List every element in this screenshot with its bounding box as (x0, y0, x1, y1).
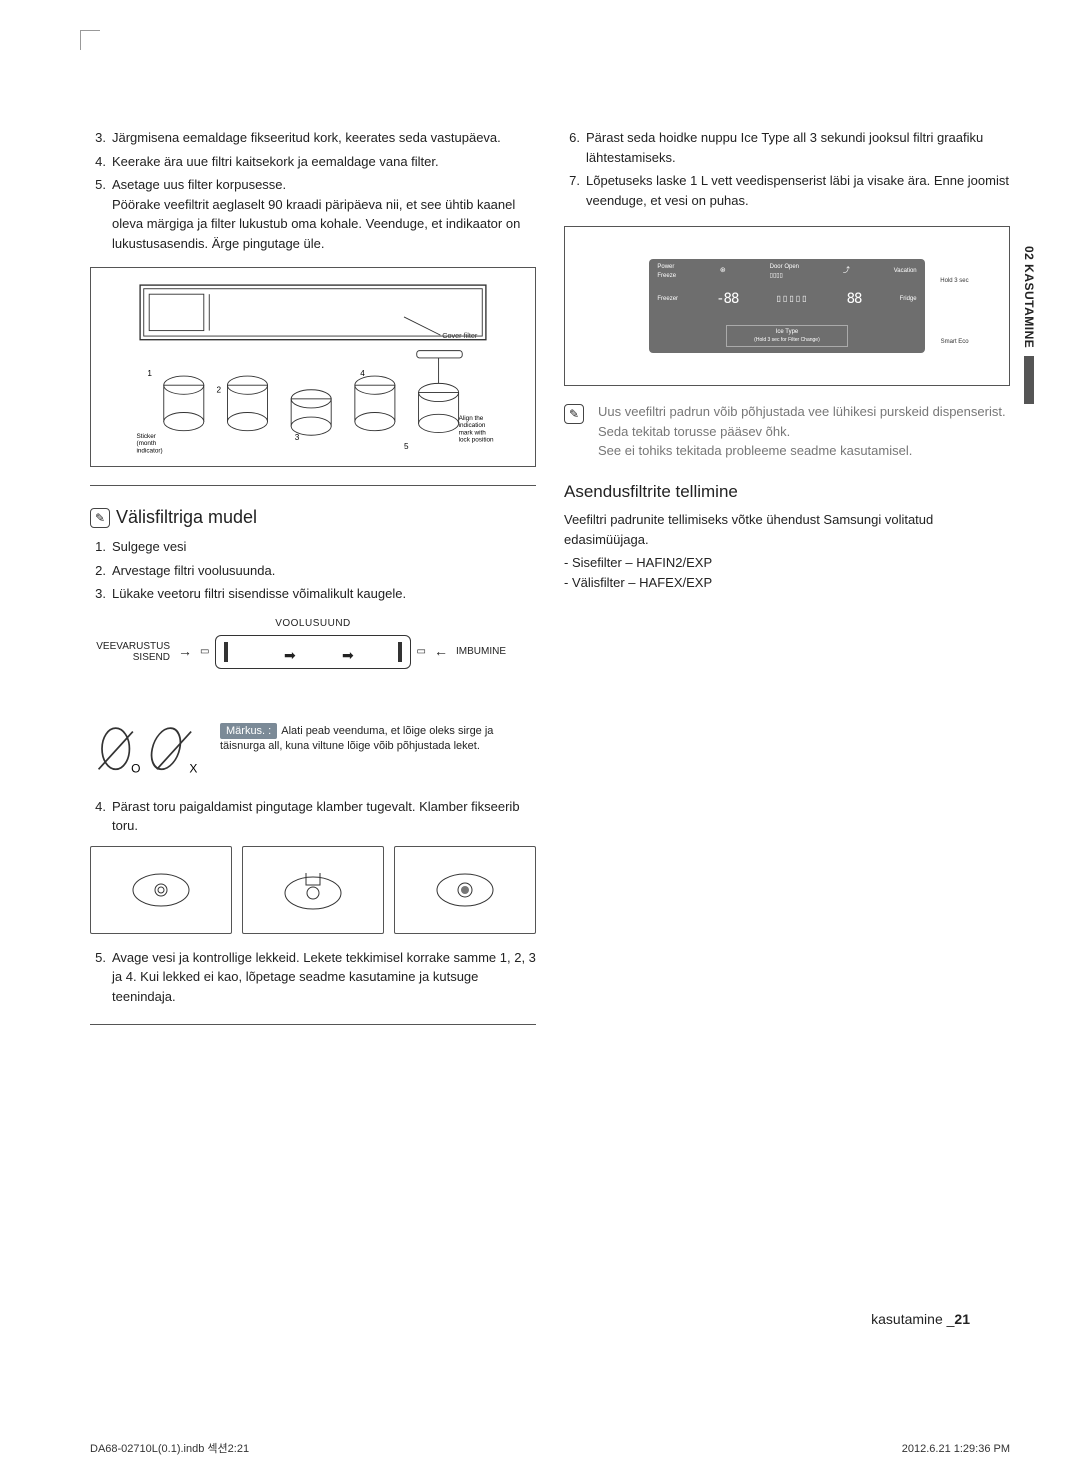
filter-cylinder: ➡ ➡ (215, 635, 410, 669)
order-filters-heading: Asendusfiltrite tellimine (564, 479, 1010, 505)
steps-group-c: 4.Pärast toru paigaldamist pingutage kla… (90, 797, 536, 836)
steps-group-b: 1.Sulgege vesi 2.Arvestage filtri voolus… (90, 537, 536, 604)
order-intro: Veefiltri padrunite tellimiseks võtke üh… (564, 510, 1010, 549)
heading-text: Välisfiltriga mudel (116, 504, 257, 531)
flow-top-label: VOOLUSUUND (275, 616, 351, 631)
step-num: 3. (90, 128, 112, 148)
fig-num: 1 (147, 369, 152, 378)
step-text: Keerake ära uue filtri kaitsekork ja eem… (112, 152, 536, 172)
control-panel-figure: Power Freeze ⊛ Door Open▯▯▯▯ ⤴ Vacation … (564, 226, 1010, 386)
page-number: 21 (954, 1311, 970, 1327)
side-tab: 02 KASUTAMINE (1018, 240, 1040, 404)
steps-group-d: 5.Avage vesi ja kontrollige lekkeid. Lek… (90, 948, 536, 1007)
note-label: Märkus. : (220, 723, 277, 739)
note-icon: ✎ (90, 508, 110, 528)
cut-note: Märkus. :Alati peab veenduma, et lõige o… (220, 723, 536, 754)
print-file: DA68-02710L(0.1).indb 섹션2:21 (90, 1441, 249, 1458)
print-footer: DA68-02710L(0.1).indb 섹션2:21 2012.6.21 1… (90, 1441, 1010, 1458)
fig-num: 3 (295, 433, 300, 442)
step-text: Asetage uus filter korpusesse. Pöörake v… (112, 175, 536, 253)
separator (90, 485, 536, 486)
page-footer: kasutamine _21 (871, 1309, 970, 1330)
fig-num: 2 (217, 385, 222, 394)
footer-section: kasutamine _ (871, 1311, 954, 1327)
steps-group-a: 3.Järgmisena eemaldage fikseeritud kork,… (90, 128, 536, 253)
steps-group-right-a: 6.Pärast seda hoidke nuppu Ice Type all … (564, 128, 1010, 210)
step-num: 5. (90, 175, 112, 253)
page-content: 3.Järgmisena eemaldage fikseeritud kork,… (90, 40, 1010, 1390)
clamp-figure (90, 846, 536, 934)
sticker-label: Sticker(monthindicator) (136, 433, 162, 455)
cut-diagram: O X (90, 723, 210, 783)
svg-text:X: X (189, 761, 197, 775)
flow-direction-figure: VOOLUSUUND VEEVARUSTUS SISEND → ▭ ➡ ➡ ▭ … (90, 616, 536, 711)
tab-bar (1024, 356, 1034, 404)
right-column: 6.Pärast seda hoidke nuppu Ice Type all … (564, 40, 1010, 1033)
arrow-icon: → (176, 641, 194, 662)
fig-num: 5 (404, 442, 409, 451)
filter-item: Sisefilter – HAFIN2/EXP (564, 553, 1010, 573)
fig-num: 4 (360, 369, 365, 378)
left-column: 3.Järgmisena eemaldage fikseeritud kork,… (90, 40, 536, 1033)
step-text: Järgmisena eemaldage fikseeritud kork, k… (112, 128, 536, 148)
cut-note-row: O X Märkus. :Alati peab veenduma, et lõi… (90, 723, 536, 783)
note-icon: ✎ (564, 404, 584, 424)
filter-list: Sisefilter – HAFIN2/EXP Välisfilter – HA… (564, 553, 1010, 592)
print-timestamp: 2012.6.21 1:29:36 PM (902, 1441, 1010, 1458)
separator (90, 1024, 536, 1025)
align-label: Align theindicationmark withlock positio… (459, 415, 494, 444)
filter-item: Välisfilter – HAFEX/EXP (564, 573, 1010, 593)
info-note: ✎ Uus veefiltri padrun võib põhjustada v… (564, 402, 1010, 461)
filter-diagram: Cover filter 1 2 3 4 (90, 267, 536, 467)
flow-right-label: IMBUMINE (456, 646, 536, 657)
tab-label: 02 KASUTAMINE (1018, 240, 1040, 354)
note-line2: See ei tohiks tekitada probleeme seadme … (598, 441, 1010, 461)
svg-text:O: O (131, 761, 140, 775)
note-line1: Uus veefiltri padrun võib põhjustada vee… (598, 402, 1010, 441)
step-num: 4. (90, 152, 112, 172)
arrow-icon: ← (432, 641, 450, 662)
ice-type-button: Ice Type (Hold 3 sec for Filter Change) (726, 325, 847, 348)
external-filter-heading: ✎ Välisfiltriga mudel (90, 504, 536, 531)
flow-left-label: VEEVARUSTUS SISEND (90, 641, 170, 663)
cover-filter-label: Cover filter (442, 331, 478, 340)
